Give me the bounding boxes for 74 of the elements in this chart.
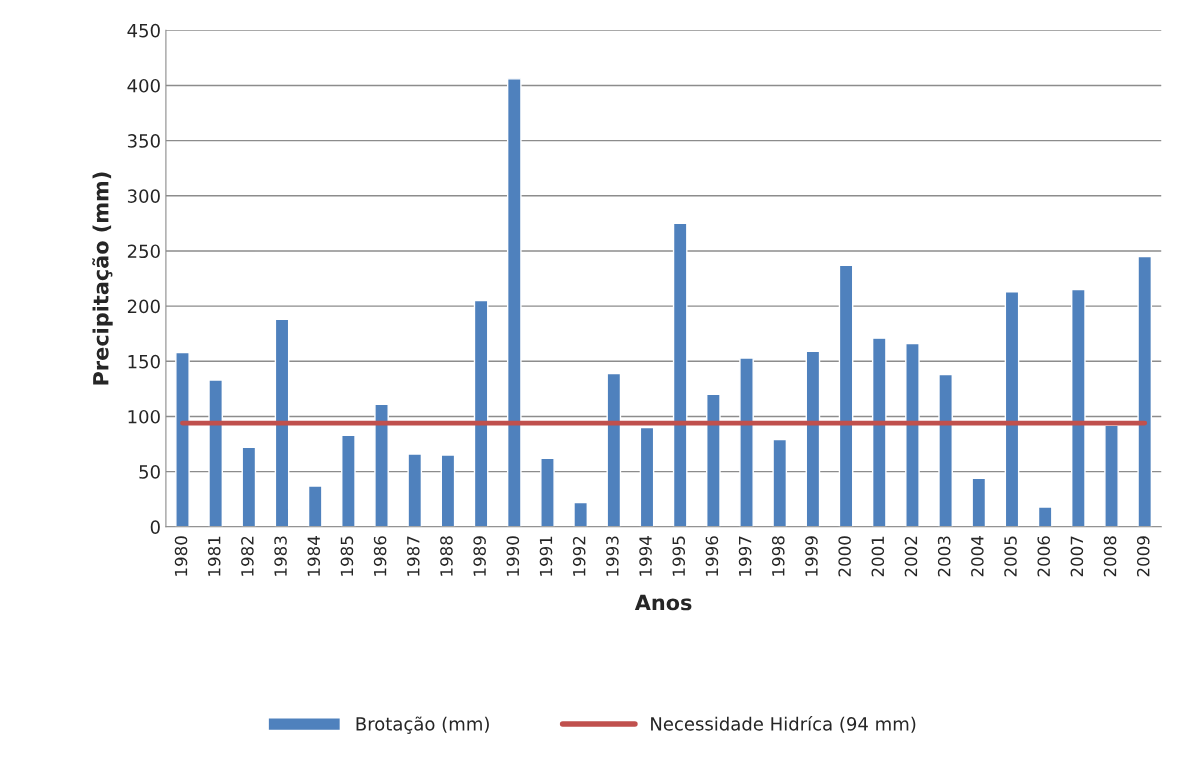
bar [971, 477, 987, 527]
x-axis-title: Anos [634, 594, 692, 611]
x-tick-label: 1990 [506, 536, 520, 576]
legend-label: Necessidade Hidríca (94 mm) [651, 715, 916, 733]
y-tick-label: 200 [127, 299, 160, 314]
x-tick-label: 1981 [207, 536, 221, 576]
x-tick-label: 1982 [241, 536, 254, 576]
bar [1004, 291, 1020, 527]
x-tick-label: 1993 [606, 536, 619, 576]
x-tick-label: 2004 [971, 536, 984, 577]
bar [606, 372, 622, 527]
x-tick-label: 2009 [1136, 536, 1150, 577]
y-tick-label: 50 [139, 465, 160, 479]
y-tick-label: 100 [128, 409, 160, 424]
bar [1137, 255, 1153, 527]
bar [871, 337, 887, 527]
bar [706, 393, 721, 527]
legend-label: Brotação (mm) [356, 716, 489, 734]
x-tick-label: 1999 [805, 536, 818, 576]
bar [639, 426, 655, 527]
bar [208, 379, 224, 527]
bar [805, 350, 821, 527]
x-tick-label: 1989 [473, 536, 486, 576]
bar [473, 299, 489, 527]
bar [274, 318, 290, 527]
y-tick-label: 0 [150, 520, 160, 534]
x-tick-label: 2008 [1103, 536, 1117, 577]
bar [1037, 506, 1053, 527]
bar [540, 457, 555, 527]
x-tick-label: 1996 [705, 536, 719, 576]
y-tick-label: 450 [127, 23, 160, 38]
x-tick-label: 1980 [174, 536, 188, 576]
bar [241, 446, 257, 527]
x-tick-label: 1986 [373, 536, 387, 576]
x-tick-label: 1985 [340, 536, 354, 576]
x-tick-label: 2001 [871, 536, 885, 577]
x-tick-label: 2006 [1037, 536, 1051, 577]
x-tick-label: 1991 [539, 536, 553, 576]
bar [573, 501, 588, 527]
x-tick-label: 1995 [672, 536, 686, 576]
bar [175, 351, 190, 527]
bar [506, 78, 522, 527]
bar [739, 357, 754, 527]
bar [672, 222, 688, 527]
bar [905, 342, 920, 527]
y-tick-label: 400 [127, 78, 160, 93]
bar [374, 403, 389, 527]
bar [341, 434, 356, 527]
y-tick-label: 300 [127, 189, 160, 203]
y-axis-title: Precipitação (mm) [92, 172, 113, 385]
x-tick-label: 1997 [738, 536, 752, 576]
x-tick-label: 2007 [1070, 536, 1084, 577]
bar [1104, 424, 1119, 527]
x-tick-label: 1994 [639, 536, 652, 576]
x-tick-label: 2000 [838, 536, 851, 577]
x-tick-label: 1987 [406, 536, 420, 576]
x-tick-label: 1992 [572, 536, 586, 576]
bar [838, 264, 854, 527]
bar [440, 454, 456, 527]
bar [307, 485, 323, 527]
bar [772, 438, 788, 527]
x-tick-label: 1984 [307, 536, 321, 576]
bar [407, 453, 423, 527]
x-tick-label: 2002 [904, 536, 918, 577]
x-tick-label: 1988 [440, 536, 453, 576]
bar [938, 373, 953, 527]
x-tick-label: 2003 [937, 536, 951, 577]
bar [1071, 288, 1086, 527]
y-tick-label: 350 [127, 134, 160, 148]
x-tick-label: 2005 [1004, 536, 1017, 577]
y-tick-label: 150 [128, 354, 160, 369]
x-tick-label: 1983 [274, 536, 287, 576]
y-tick-label: 250 [127, 244, 160, 259]
x-tick-label: 1998 [771, 536, 785, 576]
